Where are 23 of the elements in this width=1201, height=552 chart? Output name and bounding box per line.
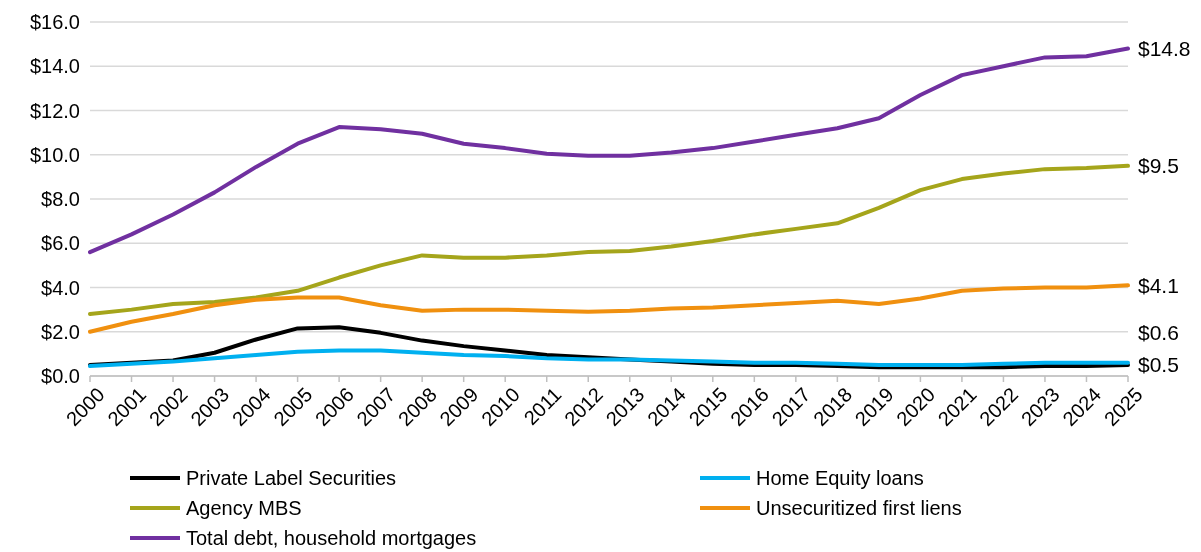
legend-label: Total debt, household mortgages: [186, 527, 477, 549]
y-tick-label: $8.0: [41, 188, 80, 210]
data-label: $0.6: [1138, 321, 1179, 345]
y-tick-label: $4.0: [41, 276, 80, 299]
data-label: $4.1: [1138, 273, 1179, 297]
y-tick-label: $10.0: [29, 143, 80, 166]
data-label: $9.5: [1138, 154, 1179, 178]
y-tick-label: $6.0: [41, 232, 80, 255]
legend-label: Private Label Securities: [186, 467, 397, 489]
y-tick-label: $2.0: [41, 320, 80, 343]
legend-label: Home Equity loans: [756, 467, 924, 489]
line-series: [88, 163, 1130, 317]
legend-label: Agency MBS: [186, 497, 302, 519]
y-tick-label: $0.0: [41, 365, 80, 387]
line-series: [88, 348, 1130, 369]
line-series: [88, 283, 1130, 334]
y-tick-label: $14.0: [29, 55, 80, 78]
y-tick-label: $12.0: [29, 99, 80, 122]
y-tick-label: $16.0: [29, 11, 80, 33]
legend-label: Unsecuritized first liens: [756, 497, 962, 519]
line-series: [88, 46, 1130, 255]
data-label: $0.5: [1138, 353, 1179, 377]
data-label: $14.8: [1138, 36, 1191, 60]
